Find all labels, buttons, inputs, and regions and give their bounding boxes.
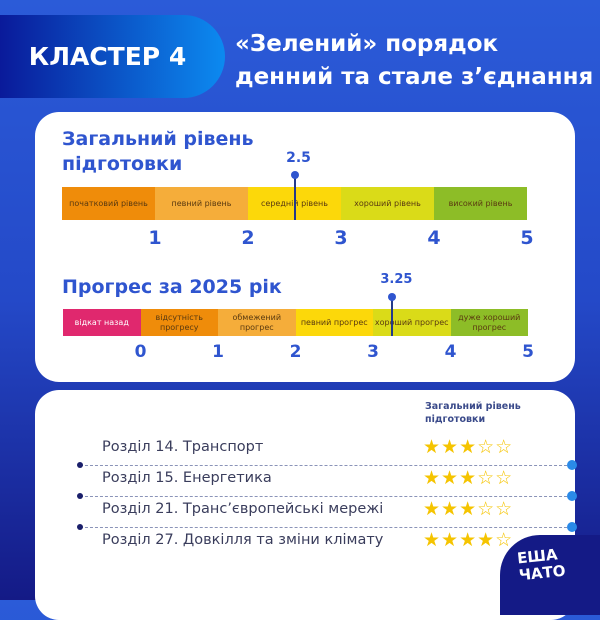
- divider-dot-right: [567, 522, 577, 532]
- row-divider: [80, 527, 572, 528]
- divider-dot-left: [77, 493, 83, 499]
- tick-label: 4: [444, 342, 457, 362]
- chapter-label: Розділ 21. Транс’європейські мережі: [102, 501, 384, 517]
- value-label: 2.5: [286, 150, 311, 166]
- scale-segment: хороший прогрес: [373, 309, 451, 336]
- star-rating: ★★★☆☆: [423, 498, 514, 520]
- cluster-label: КЛАСТЕР 4: [28, 42, 187, 71]
- value-marker: [290, 171, 299, 220]
- scale-segment: хороший рівень: [341, 187, 434, 220]
- tick-label: 2: [289, 342, 302, 362]
- column-header: Загальний рівень підготовки: [425, 401, 521, 425]
- value-label: 3.25: [380, 272, 413, 287]
- value-marker: [388, 293, 397, 336]
- logo: ЕША ЧАТО: [516, 545, 567, 585]
- progress-scale: відкат назад відсутність прогресу обмежени…: [63, 309, 528, 336]
- scale-segment: певний прогрес: [295, 309, 373, 336]
- row-divider: [80, 496, 572, 497]
- scale-segment: високий рівень: [434, 187, 527, 220]
- chapter-label: Розділ 14. Транспорт: [102, 439, 264, 455]
- row-divider: [80, 465, 572, 466]
- tick-label: 4: [427, 227, 441, 249]
- scale-segment: відсутність прогресу: [140, 309, 218, 336]
- scales-card: [35, 112, 575, 382]
- title-line-2: денний та стале з’єднання: [235, 64, 594, 90]
- scale-segment: певний рівень: [155, 187, 248, 220]
- readiness-title-1: Загальний рівень: [62, 128, 254, 150]
- star-rating: ★★★☆☆: [423, 467, 514, 489]
- scale-segment: початковий рівень: [62, 187, 155, 220]
- title-line-1: «Зелений» порядок: [235, 31, 499, 57]
- tick-label: 0: [134, 342, 147, 362]
- readiness-title: Загальний рівень підготовки: [62, 127, 254, 177]
- scale-segment: обмежений прогрес: [218, 309, 296, 336]
- page-title: «Зелений» порядок денний та стале з’єднан…: [235, 28, 593, 94]
- chapter-label: Розділ 15. Енергетика: [102, 470, 272, 486]
- cluster-badge: КЛАСТЕР 4: [0, 15, 225, 98]
- scale-segment: відкат назад: [63, 309, 141, 336]
- divider-dot-left: [77, 524, 83, 530]
- tick-label: 5: [520, 227, 534, 249]
- chapters-card: [35, 390, 575, 620]
- chapter-label: Розділ 27. Довкілля та зміни клімату: [102, 532, 384, 548]
- scale-segment: дуже хороший прогрес: [450, 309, 528, 336]
- readiness-title-2: підготовки: [62, 153, 183, 175]
- tick-label: 3: [367, 342, 379, 362]
- tick-label: 1: [212, 342, 224, 362]
- star-rating: ★★★☆☆: [423, 436, 514, 458]
- star-rating: ★★★★☆: [423, 529, 514, 551]
- tick-label: 1: [148, 227, 162, 249]
- tick-label: 3: [334, 227, 348, 249]
- divider-dot-left: [77, 462, 83, 468]
- divider-dot-right: [567, 491, 577, 501]
- divider-dot-right: [567, 460, 577, 470]
- tick-label: 5: [522, 342, 534, 362]
- tick-label: 2: [241, 227, 255, 249]
- progress-title: Прогрес за 2025 рік: [62, 276, 282, 298]
